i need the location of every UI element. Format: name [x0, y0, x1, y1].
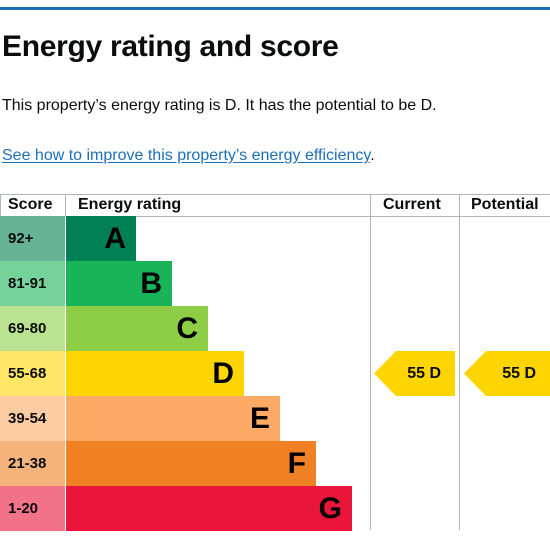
band-row-c: 69-80 C: [0, 306, 380, 351]
band-letter-a: A: [104, 222, 126, 255]
band-letter-d: D: [212, 357, 234, 390]
current-rating-arrow: 55 D: [374, 351, 455, 396]
band-letter-c: C: [176, 312, 198, 345]
band-bar-d: D: [66, 351, 244, 396]
header-rule: [0, 7, 550, 10]
band-row-e: 39-54 E: [0, 396, 380, 441]
band-score-d: 55-68: [0, 351, 65, 396]
band-bar-b: B: [66, 261, 172, 306]
band-score-f: 21-38: [0, 441, 65, 486]
band-row-a: 92+ A: [0, 216, 380, 261]
current-column-divider: [370, 194, 371, 530]
current-column-header: Current: [383, 196, 441, 213]
band-bar-g: G: [66, 486, 352, 531]
potential-rating-arrow: 55 D: [464, 351, 550, 396]
band-row-g: 1-20 G: [0, 486, 380, 531]
band-bar-c: C: [66, 306, 208, 351]
improve-link-suffix: .: [370, 147, 375, 164]
band-letter-f: F: [287, 447, 306, 480]
potential-column-divider: [459, 194, 460, 530]
band-row-d: 55-68 D: [0, 351, 380, 396]
rating-summary: This property’s energy rating is D. It h…: [2, 97, 437, 114]
band-row-f: 21-38 F: [0, 441, 380, 486]
band-bar-e: E: [66, 396, 280, 441]
band-score-e: 39-54: [0, 396, 65, 441]
potential-column-header: Potential: [471, 196, 539, 213]
band-letter-g: G: [318, 492, 342, 525]
table-header-divider: [0, 216, 550, 217]
table-top-border: [0, 194, 550, 195]
score-column-header: Score: [8, 196, 53, 213]
band-score-b: 81-91: [0, 261, 65, 306]
band-letter-b: B: [140, 267, 162, 300]
band-score-g: 1-20: [0, 486, 65, 531]
band-score-c: 69-80: [0, 306, 65, 351]
band-letter-e: E: [249, 402, 270, 435]
score-column-divider: [65, 194, 66, 216]
improve-efficiency-link[interactable]: See how to improve this property’s energ…: [2, 147, 371, 164]
band-row-b: 81-91 B: [0, 261, 380, 306]
band-score-a: 92+: [0, 216, 65, 261]
band-bar-f: F: [66, 441, 316, 486]
band-bar-a: A: [66, 216, 136, 261]
energy-rating-table: Score Energy rating Current Potential 92…: [0, 194, 550, 531]
improve-paragraph: See how to improve this property’s energ…: [2, 147, 375, 165]
rating-column-header: Energy rating: [78, 196, 182, 213]
page-title: Energy rating and score: [2, 30, 339, 63]
